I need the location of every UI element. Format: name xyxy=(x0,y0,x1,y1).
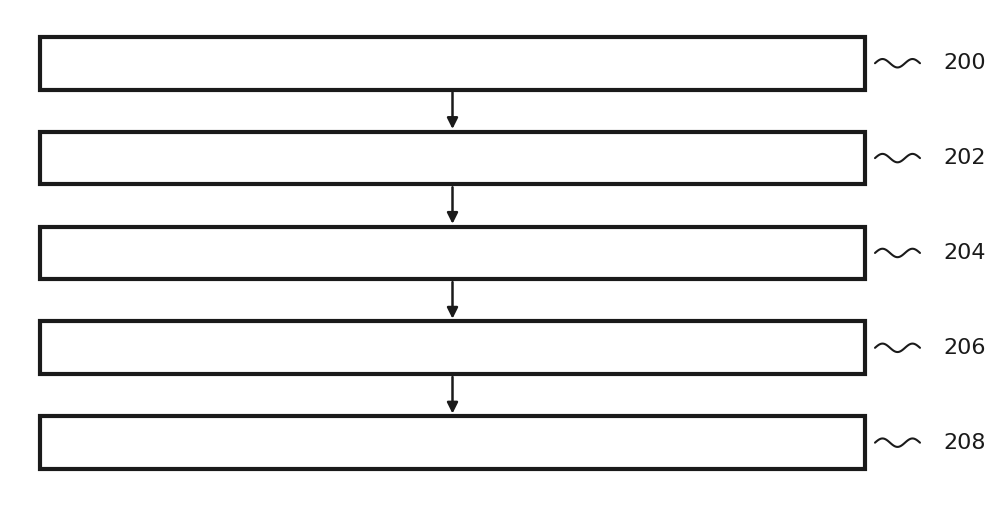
Bar xyxy=(40,416,865,469)
Text: 208: 208 xyxy=(943,433,986,453)
Bar xyxy=(40,321,865,374)
Bar xyxy=(40,132,865,184)
Text: 206: 206 xyxy=(943,338,986,358)
Text: 200: 200 xyxy=(943,53,986,73)
Bar xyxy=(40,227,865,279)
Text: 202: 202 xyxy=(943,148,986,168)
Text: 204: 204 xyxy=(943,243,986,263)
Bar xyxy=(40,37,865,90)
